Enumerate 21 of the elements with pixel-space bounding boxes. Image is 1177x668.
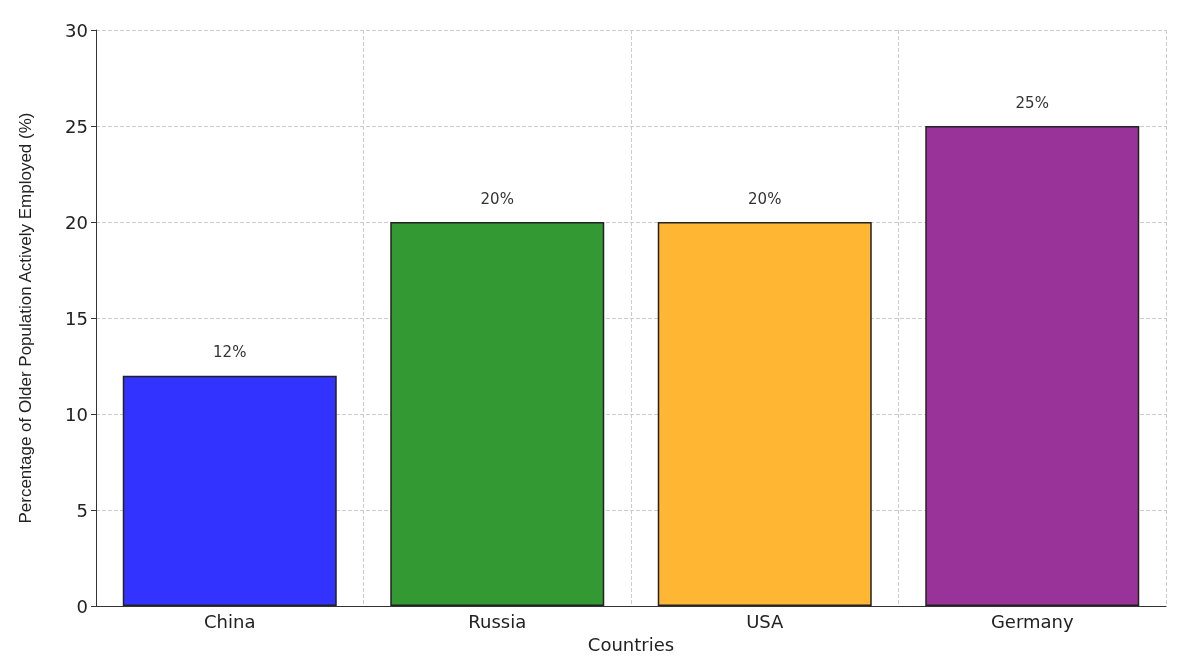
data-label: 25% [1015, 93, 1049, 112]
data-label: 20% [480, 189, 514, 208]
y-tick-label: 0 [76, 595, 88, 617]
y-tick-label: 25 [65, 115, 88, 137]
y-tick-label: 30 [65, 19, 88, 41]
data-label: 12% [213, 343, 247, 362]
y-axis-title: Percentage of Older Population Actively Employed (%) [16, 112, 35, 524]
y-tick-label: 20 [65, 211, 88, 233]
y-tick-label: 10 [65, 403, 88, 425]
bar [122, 375, 337, 607]
data-label: 20% [748, 189, 782, 208]
bar [390, 222, 605, 607]
x-axis-title: Countries [587, 633, 675, 655]
bar [925, 126, 1140, 607]
y-tick-label: 15 [65, 307, 88, 329]
bar [657, 222, 872, 607]
x-tick-label: Germany [990, 610, 1074, 632]
x-tick-label: USA [746, 610, 785, 632]
x-tick-label: China [204, 610, 256, 632]
y-tick-label: 5 [76, 499, 88, 521]
x-tick-label: Russia [468, 610, 527, 632]
